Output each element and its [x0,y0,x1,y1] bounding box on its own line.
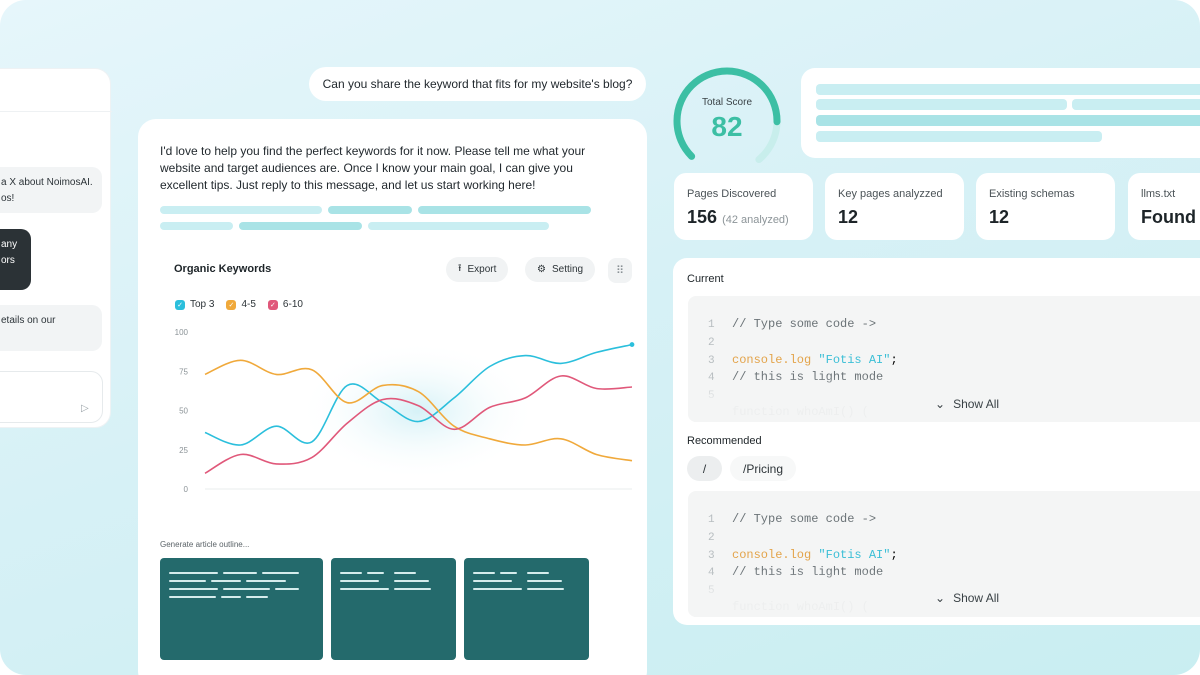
grid-dots-icon[interactable]: ⠿ [608,258,632,283]
score-value: 82 [711,111,743,142]
score-gauge-fill [673,67,781,175]
y-tick-label: 50 [179,407,188,416]
summary-skeleton-card [801,68,1200,158]
show-all-button[interactable]: ⌄ Show All [935,591,999,605]
outline-card[interactable] [160,558,323,660]
stat-label: Existing schemas [989,188,1075,200]
outline-label: Generate article outline... [160,540,250,549]
stat-llms-txt: llms.txt Found [1128,173,1200,240]
y-tick-label: 0 [184,485,189,494]
chat-bubble-text: any [1,239,18,250]
tab-root[interactable]: / [687,456,722,481]
export-label: Export [467,264,497,275]
stat-value: 12 [989,207,1010,227]
loading-skeleton [328,206,412,214]
score-label: Total Score [701,97,753,108]
schema-code-card: Current 1// Type some code -> 2 3 console… [673,258,1200,625]
show-all-label: Show All [953,397,1000,411]
show-all-button[interactable]: ⌄ Show All [935,397,999,411]
loading-skeleton [239,222,362,230]
chat-bubble [0,305,102,351]
series-line-top-3 [204,343,633,446]
stat-existing-schemas: Existing schemas 12 [976,173,1115,240]
legend-item[interactable]: ✓ Top 3 [175,299,214,310]
legend-item[interactable]: ✓ 6-10 [267,299,303,310]
stat-value: Found [1141,207,1196,227]
outline-card[interactable] [331,558,456,660]
chart-title: Organic Keywords [174,263,272,275]
chat-bubble-text: ors [1,255,15,266]
recommended-code-block: 1// Type some code -> 2 3 console.log "Fo… [688,491,1200,617]
series-line-4-5 [204,359,633,462]
assistant-message: I'd love to help you find the perfect ke… [160,144,586,192]
left-chat-panel: a X about NoimosAI. os! any ors etails o… [0,68,112,428]
legend-label: 6-10 [282,299,303,310]
stat-key-pages: Key pages analyzzed 12 [825,173,964,240]
chat-bubble-text: etails on our [1,315,56,326]
stat-value: 156 (42 analyzed) [687,207,789,227]
checkbox-icon: ✓ [175,299,185,310]
stat-label: llms.txt [1141,188,1176,200]
tab-pricing[interactable]: /Pricing [730,456,796,481]
stat-value: 12 [838,207,859,227]
stat-label: Key pages analyzzed [838,188,943,200]
show-all-label: Show All [953,591,1000,605]
series-line-6-10 [204,375,633,475]
y-tick-label: 100 [175,328,189,337]
loading-skeleton [418,206,591,214]
stat-pages-discovered: Pages Discovered 156 (42 analyzed) [674,173,813,240]
checkbox-icon: ✓ [226,299,237,310]
y-tick-label: 75 [179,367,188,376]
assistant-response-card: I'd love to help you find the perfect ke… [138,119,647,675]
organic-keywords-chart: 0 25 50 75 100 [175,328,635,494]
send-icon[interactable]: ▷ [81,403,89,414]
y-tick-label: 25 [179,446,188,455]
setting-button[interactable]: ⚙ Setting [525,257,596,282]
outline-card[interactable] [464,558,589,660]
score-gauge-ring [673,67,781,175]
upload-icon: ⭱ [458,263,462,274]
recommended-label: Recommended [687,435,762,447]
chart-legend: ✓ Top 3 ✓ 4-5 ✓ 6-10 [175,299,303,310]
chat-bubble [0,167,102,213]
setting-label: Setting [551,264,584,275]
legend-label: Top 3 [190,299,215,310]
series-end-point [629,342,635,347]
chat-bubble-text: a X about NoimosAI. [1,177,93,188]
chat-bubble-text: os! [1,193,15,204]
loading-skeleton [160,222,233,230]
chat-bubble-dark [0,229,31,290]
user-message-bubble: Can you share the keyword that fits for … [309,67,646,101]
stat-sub: (42 analyzed) [722,214,789,226]
legend-label: 4-5 [241,299,256,310]
current-code-block: 1// Type some code -> 2 3 console.log "Fo… [688,296,1200,422]
chevron-down-icon: ⌄ [935,591,946,605]
stat-label: Pages Discovered [687,188,777,200]
loading-skeleton [368,222,549,230]
chat-input[interactable] [0,371,103,423]
export-button[interactable]: ⭱ Export [446,257,509,282]
current-label: Current [687,273,724,285]
total-score-gauge: Total Score 82 [671,64,783,175]
chevron-down-icon: ⌄ [935,397,946,411]
panel-divider [0,111,112,112]
chart-glow [298,341,538,481]
gear-icon: ⚙ [537,264,546,275]
legend-item[interactable]: ✓ 4-5 [226,299,256,310]
checkbox-icon: ✓ [267,299,278,310]
loading-skeleton [160,206,322,214]
